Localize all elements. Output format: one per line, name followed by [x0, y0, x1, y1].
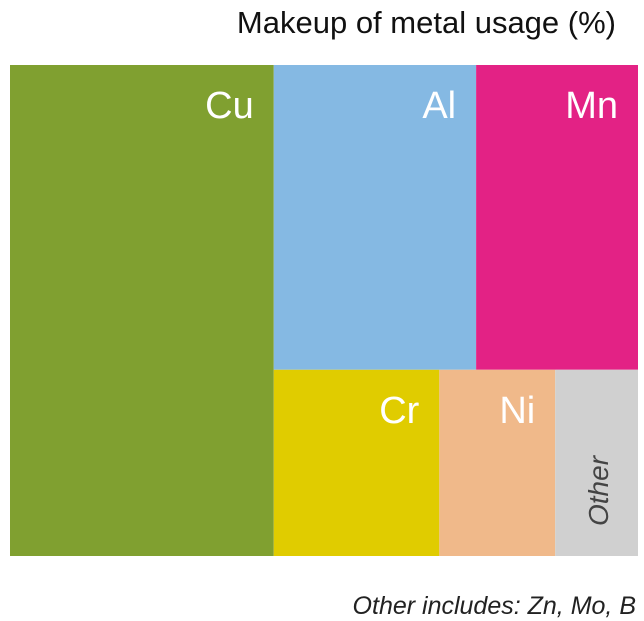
- tile-label: Cu: [205, 85, 254, 127]
- tile: [439, 369, 556, 556]
- tile-label: Al: [422, 85, 456, 127]
- tile: [555, 369, 638, 556]
- tile-label: Other: [583, 454, 614, 526]
- tile: [476, 65, 638, 370]
- chart-note: Other includes: Zn, Mo, B: [353, 592, 636, 620]
- tile: [10, 65, 274, 556]
- chart-title: Makeup of metal usage (%): [237, 5, 616, 40]
- tile-label: Cr: [379, 390, 419, 432]
- tile-label: Mn: [565, 85, 618, 127]
- tile-label: Ni: [499, 390, 535, 432]
- tile: [273, 369, 440, 556]
- tile: [273, 65, 477, 370]
